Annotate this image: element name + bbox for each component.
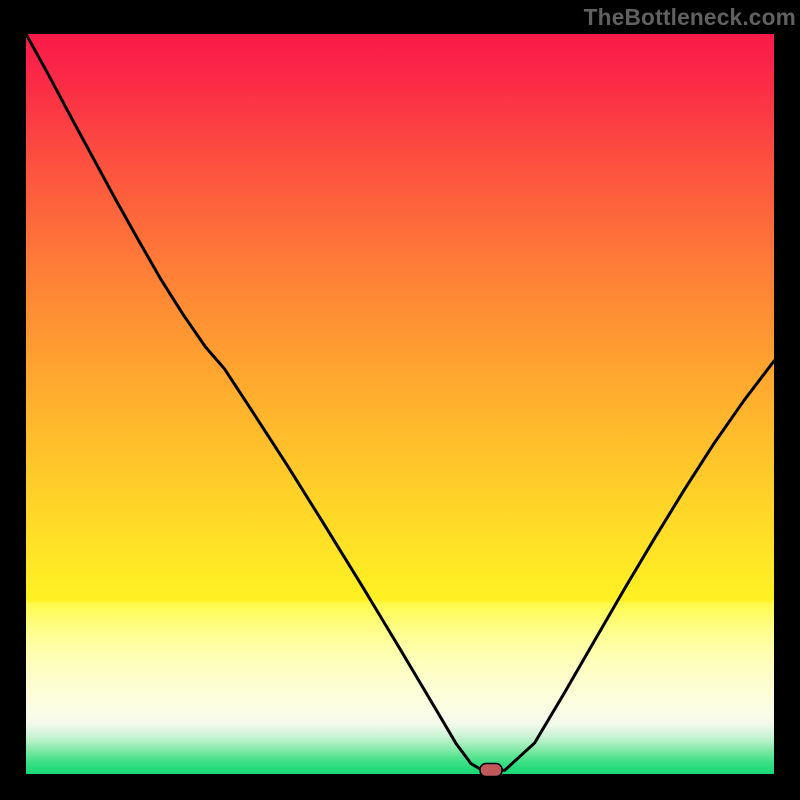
optimal-marker-shape bbox=[480, 763, 502, 776]
chart-background bbox=[26, 34, 774, 774]
watermark-text: TheBottleneck.com bbox=[584, 4, 796, 31]
optimal-marker bbox=[479, 762, 504, 778]
bottleneck-chart bbox=[26, 34, 774, 774]
chart-frame: TheBottleneck.com bbox=[0, 0, 800, 800]
